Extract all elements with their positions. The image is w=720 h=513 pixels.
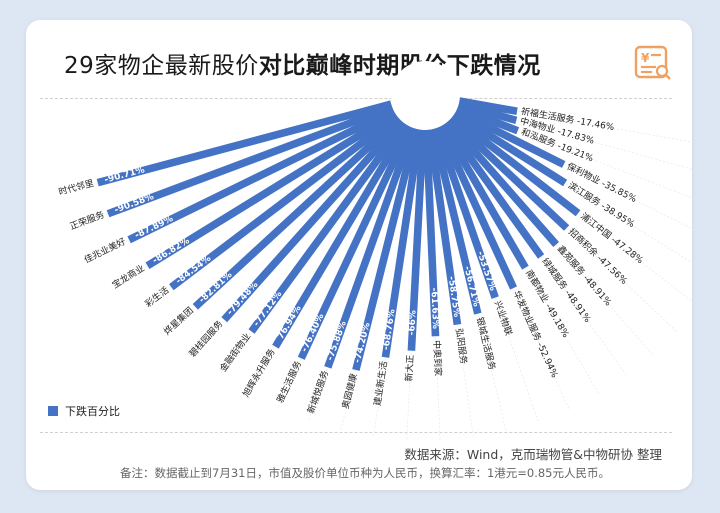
bar (447, 116, 570, 231)
category-label: 弘阳服务 (453, 328, 470, 365)
value-label: -90.71% (103, 165, 145, 185)
value-label: -77.12% (252, 289, 284, 328)
category-label: 新城悦服务 (305, 369, 331, 415)
category-label: 时代邻里 (57, 177, 95, 198)
document-search-icon: ¥ (634, 45, 671, 80)
category-label: 碧桂园服务 (186, 318, 225, 360)
value-label: -82.81% (197, 270, 234, 305)
value-label: -58.75% (446, 276, 462, 318)
bar (324, 126, 417, 369)
svg-text:¥: ¥ (641, 51, 650, 65)
bar (352, 128, 421, 371)
value-label: -74.20% (353, 322, 373, 364)
bar (106, 103, 394, 218)
bar (458, 97, 518, 115)
value-label: -79.48% (225, 280, 260, 317)
category-label: 中奥到家 (431, 340, 445, 377)
value-label: -86.82% (151, 236, 191, 266)
legend-swatch (48, 406, 58, 416)
category-label: 旭辉永升服务 (240, 347, 278, 400)
divider-bottom (40, 432, 672, 433)
bar (422, 129, 440, 337)
category-label: 烨星集团 (161, 304, 196, 337)
bar (452, 110, 568, 187)
value-label: -76.40% (300, 312, 327, 354)
category-value-label: 保利物业 -35.85% (565, 160, 639, 205)
legend: 下跌百分比 (48, 403, 120, 419)
category-label: 建业新生活 (371, 360, 390, 406)
bar (192, 115, 402, 310)
category-label: 银城生活服务 (474, 316, 498, 371)
value-label: -84.54% (174, 254, 213, 287)
category-value-label: 鑫苑服务 -48.91% (555, 243, 615, 309)
bar (436, 125, 517, 290)
bar (454, 107, 566, 168)
bar (407, 129, 427, 351)
category-label: 兴业物联 (492, 299, 515, 337)
category-value-label: 华发物业服务 -52.94% (511, 289, 561, 380)
bar (426, 129, 462, 326)
category-label: 宝龙商业 (110, 262, 147, 291)
bar (381, 129, 424, 358)
bar (445, 118, 559, 247)
category-label: 佳兆业美好 (82, 235, 128, 266)
bar (297, 125, 414, 360)
chart-hub (391, 61, 459, 129)
category-label: 雅生活服务 (274, 359, 304, 405)
bar (272, 123, 411, 349)
category-label: 正荣服务 (68, 209, 106, 233)
data-source: 数据来源：Wind，克而瑞物管&中物研协 整理 (404, 447, 662, 462)
bar (169, 113, 400, 291)
legend-label: 下跌百分比 (65, 405, 120, 418)
value-label: -56.71% (461, 265, 480, 307)
bar (145, 110, 398, 269)
chart-title: 29家物企最新股价对比巅峰时期股价下跌情况 (64, 46, 541, 80)
value-label: -61.63% (428, 287, 440, 329)
value-label: -90.58% (113, 192, 155, 216)
bar (96, 100, 393, 187)
value-label: 76.94% (276, 304, 304, 341)
bar (439, 123, 529, 270)
title-part-1: 29家物企最新股价 (64, 53, 259, 79)
category-value-label: 浦江中国 -47.28% (578, 210, 646, 267)
value-label: -53.57% (475, 250, 498, 292)
value-label: -75.88% (326, 320, 349, 362)
bar (127, 107, 396, 244)
category-label: 金融街物业 (217, 331, 253, 374)
bar (442, 121, 545, 259)
bar (248, 121, 408, 334)
category-label: 彩生活 (142, 284, 171, 310)
value-label: -87.89% (133, 214, 174, 241)
category-label: 新大正 (403, 354, 416, 382)
category-label: 奥园健康 (339, 372, 359, 410)
footnote: 备注：数据截止到7月31日，市值及股价单位币种为人民币，换算汇率：1港元=0.8… (120, 466, 611, 480)
divider-top (40, 98, 672, 99)
bar (432, 126, 499, 299)
value-label: -68.76% (382, 309, 398, 351)
bar (450, 113, 581, 217)
bar (221, 118, 405, 323)
bar (429, 128, 482, 315)
value-label: -66% (407, 310, 418, 336)
